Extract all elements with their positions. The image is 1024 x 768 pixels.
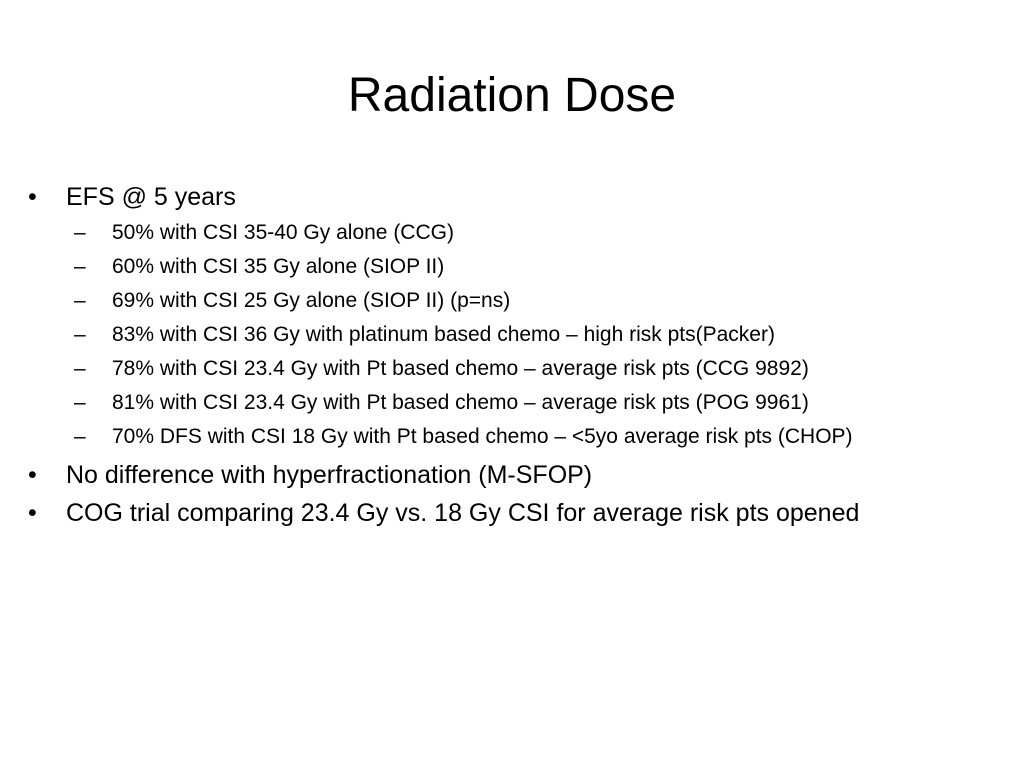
bullet-item-efs: • EFS @ 5 years <box>28 178 1008 216</box>
dash-icon: – <box>74 289 86 312</box>
sub-bullet-text: 69% with CSI 25 Gy alone (SIOP II) (p=ns… <box>112 289 511 312</box>
sub-bullet-item: – 70% DFS with CSI 18 Gy with Pt based c… <box>28 420 1008 454</box>
bullet-text: No difference with hyperfractionation (M… <box>66 461 593 489</box>
bullet-icon: • <box>28 461 37 489</box>
bullet-text: EFS @ 5 years <box>66 183 236 211</box>
bullet-text: COG trial comparing 23.4 Gy vs. 18 Gy CS… <box>66 499 860 527</box>
sub-bullet-text: 78% with CSI 23.4 Gy with Pt based chemo… <box>112 357 809 380</box>
dash-icon: – <box>74 425 86 448</box>
sub-bullet-text: 81% with CSI 23.4 Gy with Pt based chemo… <box>112 391 809 414</box>
sub-bullet-text: 83% with CSI 36 Gy with platinum based c… <box>112 323 775 346</box>
slide-title: Radiation Dose <box>347 69 677 122</box>
bullet-item-hyperfractionation: • No difference with hyperfractionation … <box>28 456 1008 494</box>
dash-icon: – <box>74 323 86 346</box>
bullet-item-cog-trial: • COG trial comparing 23.4 Gy vs. 18 Gy … <box>28 494 1008 532</box>
sub-bullet-item: – 78% with CSI 23.4 Gy with Pt based che… <box>28 352 1008 386</box>
sub-bullet-text: 50% with CSI 35-40 Gy alone (CCG) <box>112 221 454 244</box>
sub-bullet-item: – 81% with CSI 23.4 Gy with Pt based che… <box>28 386 1008 420</box>
dash-icon: – <box>74 391 86 414</box>
dash-icon: – <box>74 255 86 278</box>
dash-icon: – <box>74 357 86 380</box>
slide-content: • EFS @ 5 years – 50% with CSI 35-40 Gy … <box>28 178 1008 532</box>
dash-icon: – <box>74 221 86 244</box>
sub-bullet-item: – 69% with CSI 25 Gy alone (SIOP II) (p=… <box>28 284 1008 318</box>
bullet-icon: • <box>28 183 37 211</box>
sub-bullet-text: 60% with CSI 35 Gy alone (SIOP II) <box>112 255 445 278</box>
sub-bullet-text: 70% DFS with CSI 18 Gy with Pt based che… <box>112 425 853 448</box>
sub-bullet-item: – 83% with CSI 36 Gy with platinum based… <box>28 318 1008 352</box>
bullet-icon: • <box>28 499 37 527</box>
sub-bullet-list: – 50% with CSI 35-40 Gy alone (CCG) – 60… <box>28 216 1008 454</box>
sub-bullet-item: – 50% with CSI 35-40 Gy alone (CCG) <box>28 216 1008 250</box>
sub-bullet-item: – 60% with CSI 35 Gy alone (SIOP II) <box>28 250 1008 284</box>
